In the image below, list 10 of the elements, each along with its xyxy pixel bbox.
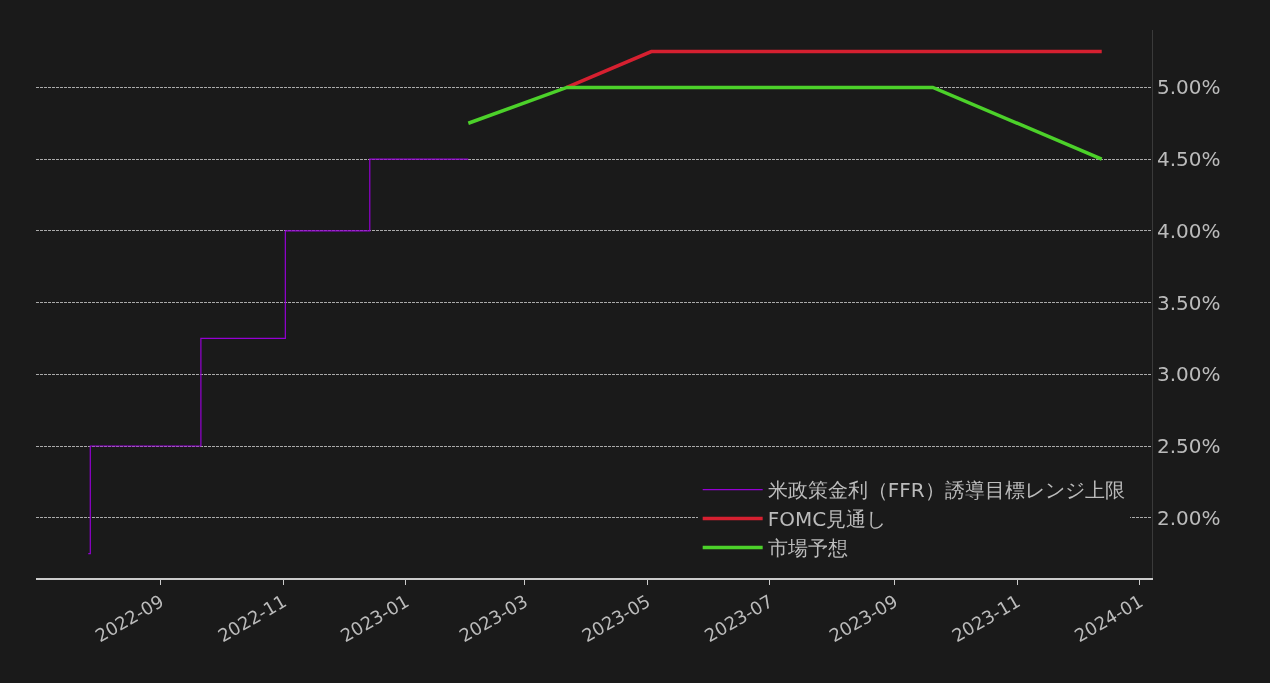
y-tick-label: 3.50% [1157, 290, 1221, 315]
y-tick-label: 2.50% [1157, 434, 1221, 459]
y-tick-label: 3.00% [1157, 362, 1221, 387]
legend-label: 米政策金利（FFR）誘導目標レンジ上限 [767, 478, 1125, 503]
y-tick-label: 4.00% [1157, 218, 1221, 243]
legend-label: 市場予想 [767, 536, 848, 561]
y-tick-label: 4.50% [1157, 147, 1221, 172]
y-tick-label: 5.00% [1157, 75, 1221, 100]
y-tick-label: 2.00% [1157, 505, 1221, 530]
legend-label: FOMC見通し [767, 507, 887, 532]
